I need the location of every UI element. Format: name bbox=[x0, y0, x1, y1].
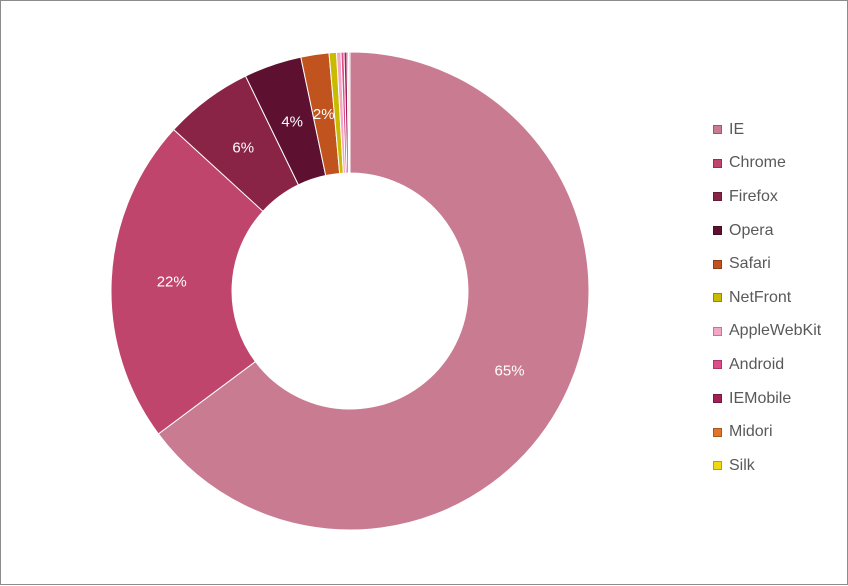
data-label-ie: 65% bbox=[495, 363, 525, 380]
legend-swatch bbox=[713, 226, 722, 236]
slice-chrome bbox=[110, 128, 264, 435]
data-label-firefox: 6% bbox=[232, 139, 254, 156]
slice-ie bbox=[157, 51, 590, 531]
legend-item-android: Android bbox=[713, 348, 843, 382]
legend-swatch bbox=[713, 192, 722, 202]
data-label-group: 65% 22% 6% 4% 2% bbox=[157, 106, 525, 380]
slice-silk bbox=[347, 51, 351, 174]
legend-label: Silk bbox=[729, 456, 755, 474]
legend: IE Chrome Firefox Opera Safari NetFront AppleW… bbox=[713, 113, 843, 483]
legend-item-opera: Opera bbox=[713, 214, 843, 248]
legend-swatch bbox=[713, 125, 722, 135]
legend-swatch bbox=[713, 360, 722, 370]
legend-label: AppleWebKit bbox=[729, 322, 822, 340]
legend-label: Android bbox=[729, 355, 785, 373]
legend-swatch bbox=[713, 394, 722, 404]
legend-swatch bbox=[713, 293, 722, 303]
legend-label: Firefox bbox=[729, 187, 778, 205]
legend-item-silk: Silk bbox=[713, 449, 843, 483]
legend-label: IE bbox=[729, 120, 745, 138]
legend-item-chrome: Chrome bbox=[713, 147, 843, 181]
legend-label: Opera bbox=[729, 221, 774, 239]
legend-item-safari: Safari bbox=[713, 247, 843, 281]
legend-swatch bbox=[713, 326, 722, 336]
legend-label: Chrome bbox=[729, 154, 786, 172]
legend-swatch bbox=[713, 259, 722, 269]
legend-swatch bbox=[713, 427, 722, 437]
legend-swatch bbox=[713, 461, 722, 471]
legend-item-midori: Midori bbox=[713, 415, 843, 449]
legend-item-firefox: Firefox bbox=[713, 180, 843, 214]
legend-label: Safari bbox=[729, 255, 771, 273]
legend-item-applewebkit: AppleWebKit bbox=[713, 315, 843, 349]
legend-item-ie: IE bbox=[713, 113, 843, 147]
legend-label: Midori bbox=[729, 423, 773, 441]
data-label-safari: 2% bbox=[313, 106, 335, 123]
data-label-chrome: 22% bbox=[157, 274, 187, 291]
data-label-opera: 4% bbox=[281, 114, 303, 131]
slice-group bbox=[110, 51, 590, 531]
legend-swatch bbox=[713, 158, 722, 168]
legend-label: IEMobile bbox=[729, 389, 792, 407]
legend-label: NetFront bbox=[729, 288, 792, 306]
legend-item-netfront: NetFront bbox=[713, 281, 843, 315]
legend-item-iemobile: IEMobile bbox=[713, 382, 843, 416]
